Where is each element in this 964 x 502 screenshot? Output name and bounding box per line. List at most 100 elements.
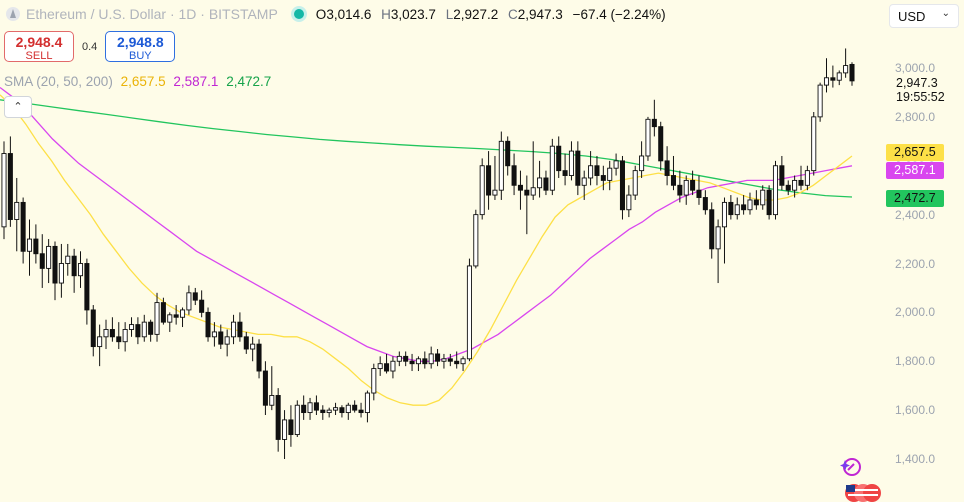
candle[interactable] [721,197,728,264]
candle[interactable] [237,312,243,342]
candle[interactable] [250,336,256,362]
candle[interactable] [135,317,141,345]
sparkle-icon[interactable] [838,456,864,478]
candle[interactable] [58,243,64,298]
candle[interactable] [734,197,740,220]
candle[interactable] [415,356,421,372]
candle[interactable] [390,356,396,379]
candle[interactable] [186,285,192,315]
sma200-line[interactable] [0,99,853,198]
candle[interactable] [90,305,96,357]
candle[interactable] [269,366,275,411]
candle[interactable] [619,155,625,220]
sma-legend[interactable]: SMA (20, 50, 200) 2,657.5 2,587.1 2,472.… [4,74,271,89]
candle[interactable] [702,190,708,215]
candle[interactable] [307,397,313,420]
candle[interactable] [492,155,498,200]
candle[interactable] [339,405,345,418]
candle[interactable] [275,388,281,452]
candle[interactable] [313,395,319,416]
candle[interactable] [122,322,128,352]
candle[interactable] [65,243,71,276]
candle[interactable] [39,234,45,288]
candle[interactable] [530,141,536,200]
sma20-line[interactable] [0,94,853,406]
candle[interactable] [830,65,836,88]
candle[interactable] [747,192,753,215]
candle[interactable] [97,324,103,367]
candle[interactable] [7,136,13,227]
candle[interactable] [543,170,549,196]
candle[interactable] [849,62,855,86]
sell-button[interactable]: 2,948.4 SELL [4,31,74,62]
candle[interactable] [632,165,638,200]
candle[interactable] [409,353,415,372]
candle[interactable] [473,209,479,269]
candle[interactable] [167,312,173,332]
candle[interactable] [199,290,205,318]
candle[interactable] [294,400,300,438]
candle[interactable] [607,160,613,191]
candle[interactable] [180,307,186,328]
candle[interactable] [460,356,466,372]
candle[interactable] [779,155,785,191]
candle[interactable] [658,121,664,171]
candle[interactable] [33,224,39,264]
candle[interactable] [690,170,696,196]
candle[interactable] [651,99,657,137]
candle[interactable] [326,407,332,418]
candle[interactable] [377,356,383,376]
candle[interactable] [301,395,307,420]
candle[interactable] [154,292,160,342]
candle[interactable] [728,195,734,220]
candle[interactable] [766,185,772,220]
candle[interactable] [581,170,587,200]
candle[interactable] [352,400,358,413]
candle[interactable] [823,58,830,93]
candle[interactable] [715,219,721,284]
candle[interactable] [645,116,651,161]
candle[interactable] [224,329,230,357]
candle[interactable] [20,197,26,264]
candle[interactable] [103,319,109,350]
candle[interactable] [594,155,600,186]
candle[interactable] [288,405,294,447]
candle[interactable] [320,405,326,420]
candle[interactable] [403,351,409,367]
candle[interactable] [345,402,351,420]
candle[interactable] [575,141,581,196]
candle[interactable] [447,353,453,367]
candle[interactable] [173,305,179,325]
candle[interactable] [282,410,288,459]
candle[interactable] [1,141,7,240]
candle[interactable] [843,48,849,78]
candle[interactable] [524,175,530,235]
candle[interactable] [741,195,747,215]
candle[interactable] [364,390,370,423]
candle[interactable] [683,175,689,205]
candle[interactable] [498,131,504,200]
buy-button[interactable]: 2,948.8 BUY [105,31,176,62]
candle[interactable] [14,177,20,252]
candle[interactable] [792,175,798,198]
candle[interactable] [511,153,517,196]
candle[interactable] [333,402,339,416]
candle[interactable] [192,287,198,306]
currency-select[interactable]: USD ⌄ [889,4,959,28]
candle[interactable] [798,165,804,191]
candle[interactable] [677,170,683,203]
candle[interactable] [817,82,823,122]
candle[interactable] [760,185,766,210]
candle[interactable] [256,339,262,379]
candle[interactable] [205,307,211,342]
candle[interactable] [785,180,791,196]
candle[interactable] [52,241,58,301]
candle[interactable] [211,322,217,347]
candle[interactable] [218,324,224,350]
candle[interactable] [466,258,472,362]
candle[interactable] [588,151,594,186]
candle[interactable] [505,136,511,176]
collapse-legend-button[interactable]: ⌃ [4,96,32,118]
candle[interactable] [600,165,606,191]
candle[interactable] [804,165,810,191]
